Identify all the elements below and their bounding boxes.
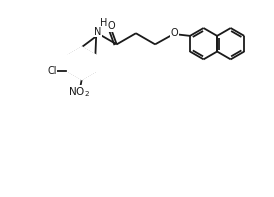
Text: H: H bbox=[100, 18, 108, 28]
Text: N: N bbox=[94, 27, 101, 37]
Text: O: O bbox=[170, 28, 178, 38]
Polygon shape bbox=[68, 48, 95, 79]
Text: O: O bbox=[108, 21, 116, 31]
Text: NO$_2$: NO$_2$ bbox=[68, 86, 90, 99]
Text: Cl: Cl bbox=[47, 66, 57, 76]
